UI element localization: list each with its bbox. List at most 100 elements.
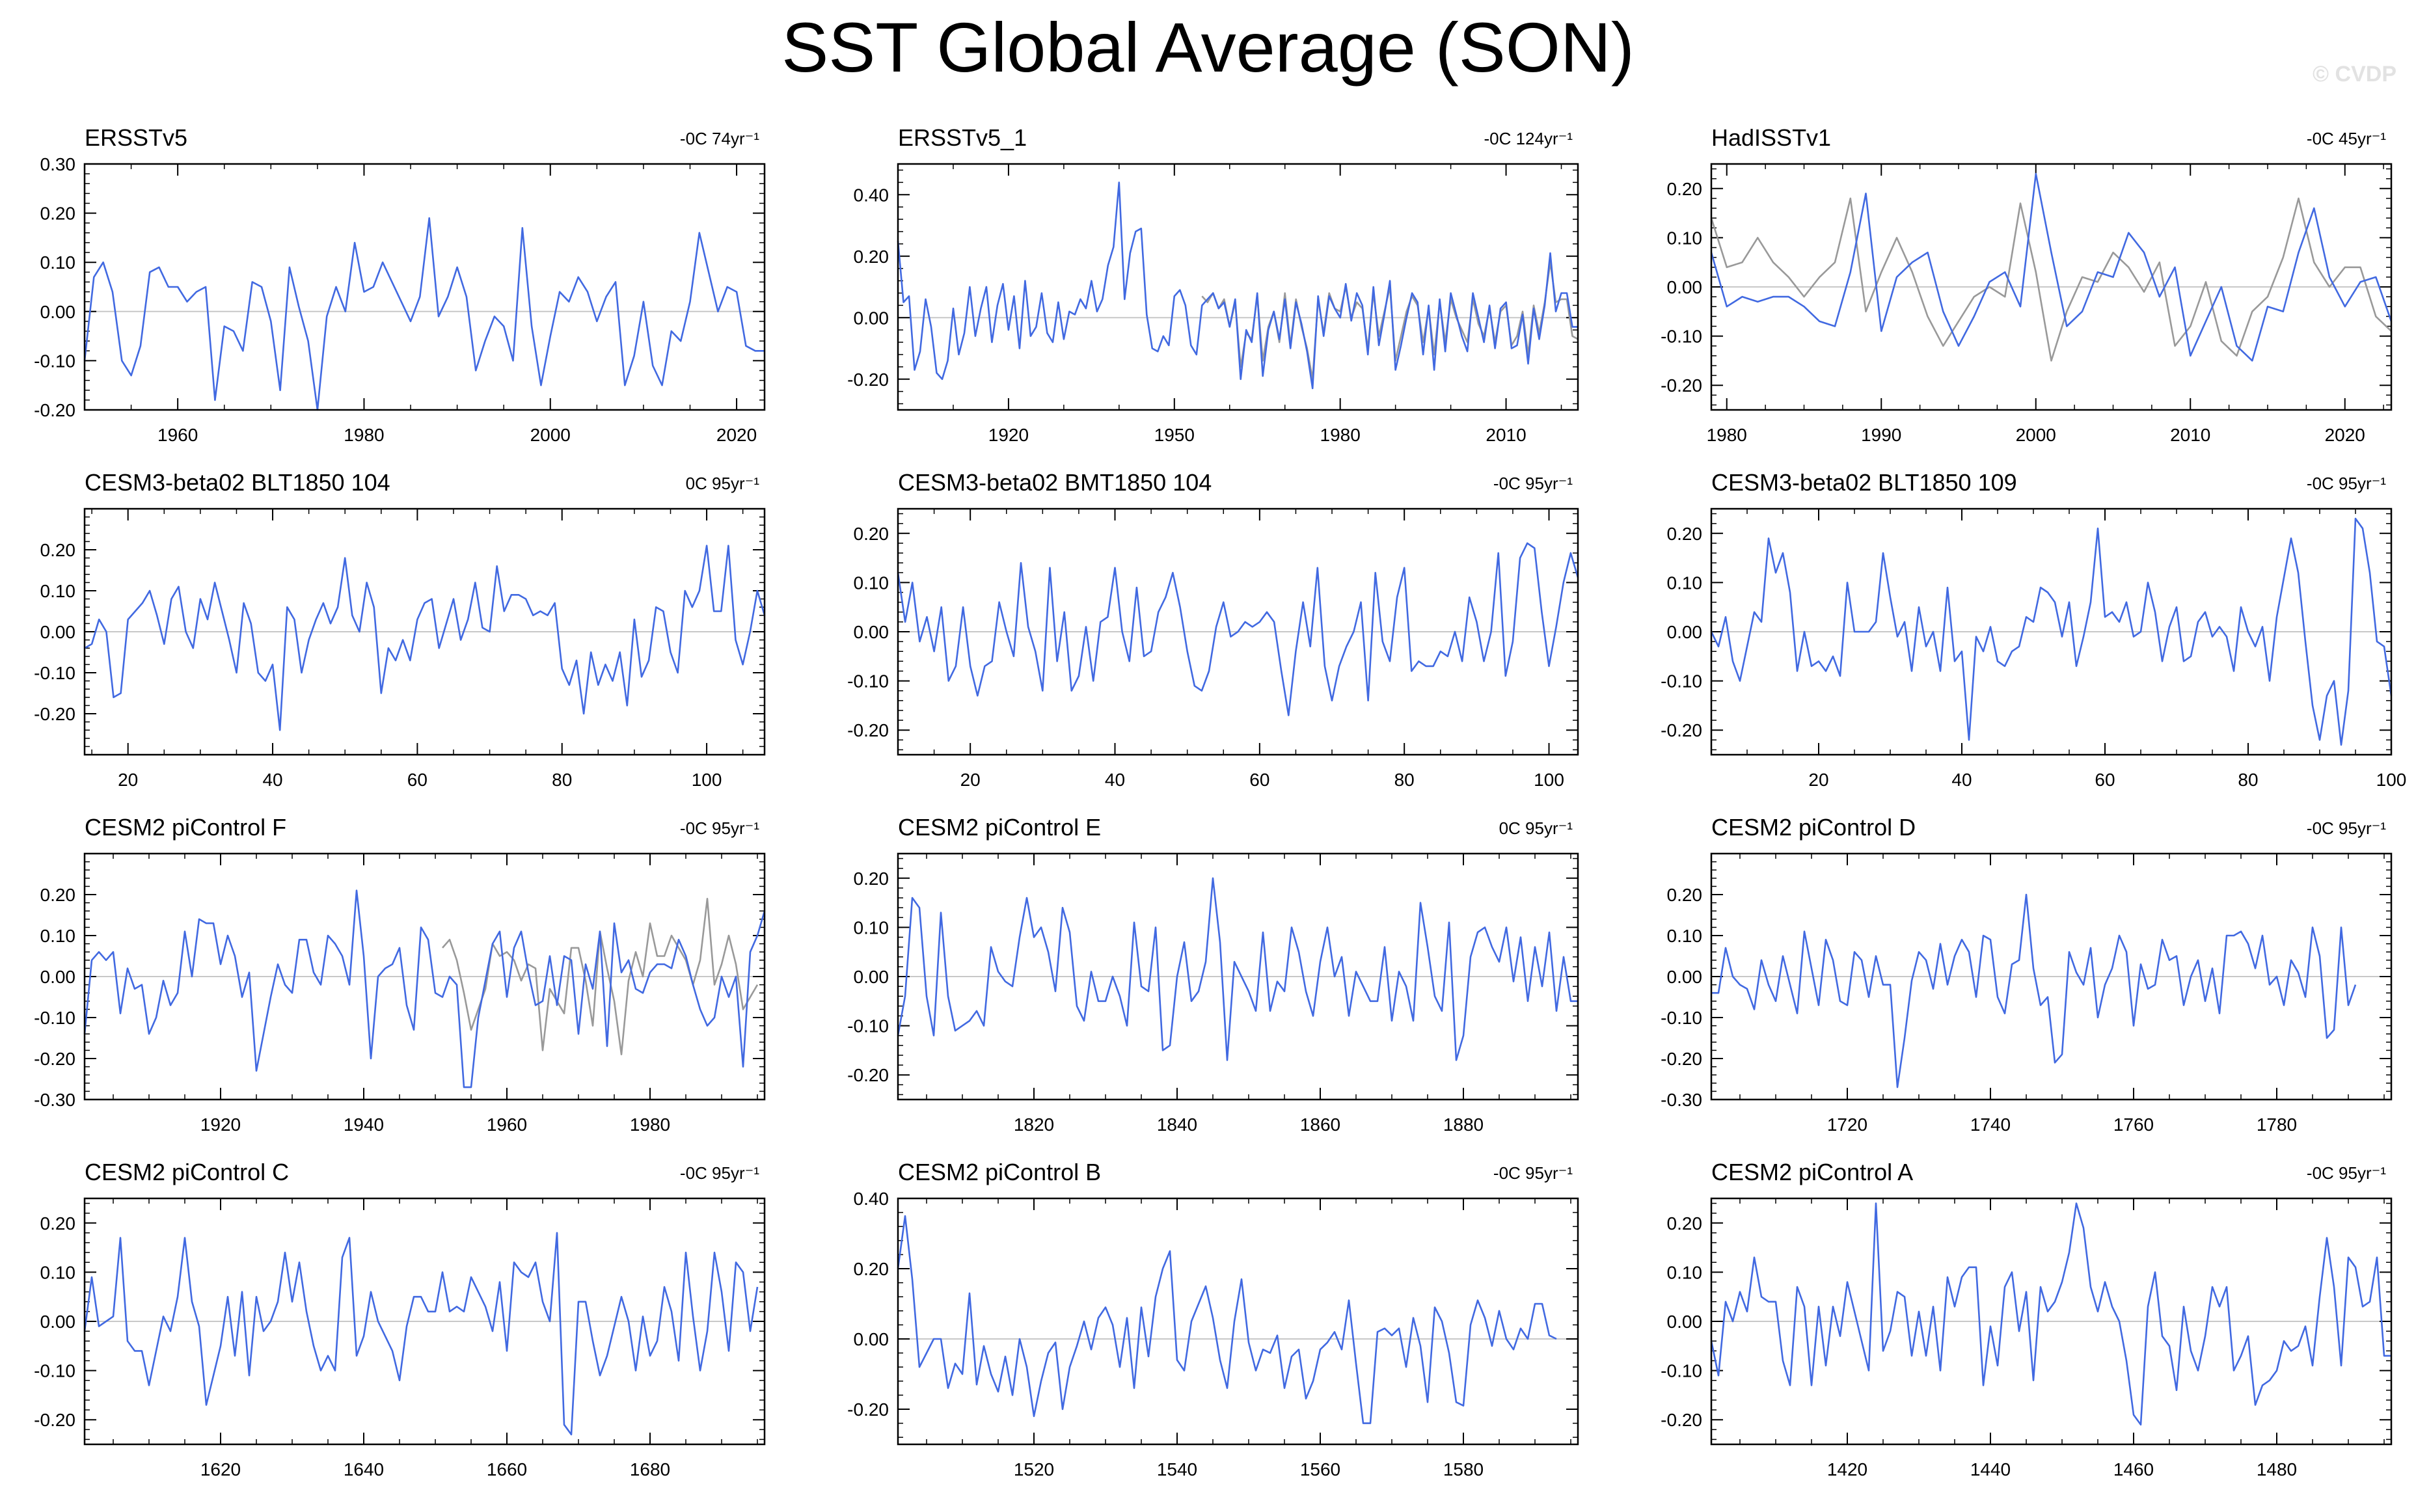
plot-frame (897, 163, 1579, 411)
plot-frame (1710, 1197, 2393, 1446)
x-tick-label: 1780 (2257, 1114, 2297, 1135)
y-tick-label: 0.10 (1667, 926, 1703, 946)
x-tick-label: 1660 (487, 1459, 527, 1479)
y-tick-label: 0.00 (1667, 967, 1703, 987)
panel-title: CESM2 piControl E (898, 814, 1101, 841)
y-tick-label: 0.20 (854, 1259, 889, 1279)
x-tick-label: 2000 (2016, 425, 2056, 445)
x-tick-label: 2010 (2170, 425, 2210, 445)
y-tick-label: -0.10 (847, 671, 889, 692)
y-tick-label: 0.00 (1667, 277, 1703, 297)
trend-label: 0C 95yr⁻¹ (1499, 818, 1573, 838)
series-line (84, 545, 766, 731)
y-tick-label: 0.00 (854, 308, 889, 328)
panel-4: CESM3-beta02 BMT1850 104 -0C 95yr⁻¹ -0.20 -… (847, 469, 1579, 790)
x-tick-label: 2000 (530, 425, 571, 445)
watermark: © CVDP (2313, 62, 2396, 87)
y-tick-label: 0.00 (40, 302, 76, 322)
y-tick-label: 0.00 (854, 622, 889, 642)
x-tick-label: 1990 (1861, 425, 1901, 445)
trend-label: -0C 45yr⁻¹ (2307, 129, 2386, 148)
x-tick-label: 1860 (1300, 1114, 1340, 1135)
x-tick-label: 1980 (1707, 425, 1747, 445)
x-tick-label: 20 (960, 770, 981, 790)
y-tick-label: 0.20 (854, 869, 889, 889)
panel-6: CESM2 piControl F -0C 95yr⁻¹ -0.30 -0.20 -0.… (34, 814, 766, 1135)
panel-5: CESM3-beta02 BLT1850 109 -0C 95yr⁻¹ -0.20 -… (1661, 469, 2406, 790)
x-tick-label: 1560 (1300, 1459, 1340, 1479)
panel-title: ERSSTv5 (85, 124, 187, 151)
y-tick-label: 0.10 (40, 581, 76, 601)
y-tick-label: 0.00 (40, 1312, 76, 1332)
panel-1: ERSSTv5_1 -0C 124yr⁻¹ -0.20 0.00 0.20 0.40 192… (847, 124, 1579, 445)
y-tick-label: -0.10 (34, 351, 75, 371)
x-tick-label: 2020 (716, 425, 757, 445)
plot-frame (897, 507, 1579, 756)
x-tick-label: 60 (1249, 770, 1269, 790)
y-tick-label: -0.20 (1661, 1410, 1702, 1430)
x-tick-label: 1720 (1827, 1114, 1867, 1135)
trend-label: -0C 95yr⁻¹ (680, 818, 759, 838)
y-tick-label: 0.10 (854, 917, 889, 938)
y-tick-label: 0.10 (1667, 228, 1703, 248)
x-tick-label: 1880 (1443, 1114, 1484, 1135)
panel-title: CESM3-beta02 BLT1850 109 (1711, 469, 2017, 496)
panel-title: HadISSTv1 (1711, 124, 1831, 151)
plot-frame (83, 163, 766, 411)
page-title: SST Global Average (SON) (781, 8, 1635, 87)
series-line (1711, 893, 2357, 1088)
panel-7: CESM2 piControl E 0C 95yr⁻¹ -0.20 -0.10 0.00… (847, 814, 1579, 1135)
x-tick-label: 40 (1105, 770, 1125, 790)
trend-label: -0C 74yr⁻¹ (680, 129, 759, 148)
plot-frame (1710, 852, 2393, 1101)
y-tick-label: 0.10 (40, 252, 76, 273)
panel-8: CESM2 piControl D -0C 95yr⁻¹ -0.30 -0.20 -0.… (1661, 814, 2393, 1135)
x-tick-label: 2010 (1486, 425, 1526, 445)
x-tick-label: 1740 (1970, 1114, 2011, 1135)
series-line (897, 542, 1579, 716)
series-line (1710, 517, 2393, 746)
panel-11: CESM2 piControl A -0C 95yr⁻¹ -0.20 -0.10 0.0… (1661, 1159, 2393, 1479)
plot-frame (83, 507, 766, 756)
y-tick-label: 0.10 (40, 926, 76, 946)
x-tick-label: 1820 (1014, 1114, 1054, 1135)
panel-2: HadISSTv1 -0C 45yr⁻¹ -0.20 -0.10 0.00 0.10 0.2… (1661, 124, 2393, 445)
y-tick-label: 0.00 (854, 967, 889, 987)
series-line (897, 1215, 1557, 1424)
y-tick-label: 0.00 (854, 1329, 889, 1349)
trend-label: -0C 124yr⁻¹ (1484, 129, 1573, 148)
series-line (897, 182, 1578, 390)
x-tick-label: 1520 (1014, 1459, 1054, 1479)
y-tick-label: -0.10 (1661, 1008, 1702, 1028)
y-tick-label: -0.20 (847, 1399, 889, 1420)
x-tick-label: 1460 (2113, 1459, 2154, 1479)
x-tick-label: 1620 (200, 1459, 241, 1479)
x-tick-label: 1840 (1157, 1114, 1197, 1135)
plot-frame (1710, 507, 2393, 756)
x-tick-label: 80 (2238, 770, 2258, 790)
y-tick-label: 0.20 (1667, 885, 1703, 905)
y-tick-label: -0.20 (34, 400, 75, 420)
panel-title: CESM2 piControl C (85, 1159, 289, 1185)
series-line (83, 889, 766, 1088)
trend-label: 0C 95yr⁻¹ (686, 474, 760, 493)
y-tick-label: -0.10 (34, 1361, 75, 1381)
panel-title: CESM2 piControl A (1711, 1159, 1913, 1185)
series-line (897, 877, 1578, 1061)
y-tick-label: 0.40 (854, 185, 889, 205)
x-tick-label: 1920 (200, 1114, 241, 1135)
x-tick-label: 80 (552, 770, 572, 790)
x-tick-label: 80 (1394, 770, 1415, 790)
plot-frame (897, 1197, 1579, 1446)
y-tick-label: -0.20 (34, 1049, 75, 1069)
x-tick-label: 1980 (630, 1114, 670, 1135)
plot-frame (83, 1197, 766, 1446)
x-tick-label: 1960 (157, 425, 198, 445)
panel-0: ERSSTv5 -0C 74yr⁻¹ -0.20 -0.10 0.00 0.10 0.20 0… (34, 124, 766, 445)
y-tick-label: 0.10 (854, 573, 889, 593)
panel-title: CESM3-beta02 BLT1850 104 (85, 469, 390, 496)
trend-label: -0C 95yr⁻¹ (680, 1163, 759, 1183)
plot-frame (83, 852, 766, 1101)
panel-title: CESM3-beta02 BMT1850 104 (898, 469, 1212, 496)
x-tick-label: 1980 (344, 425, 384, 445)
